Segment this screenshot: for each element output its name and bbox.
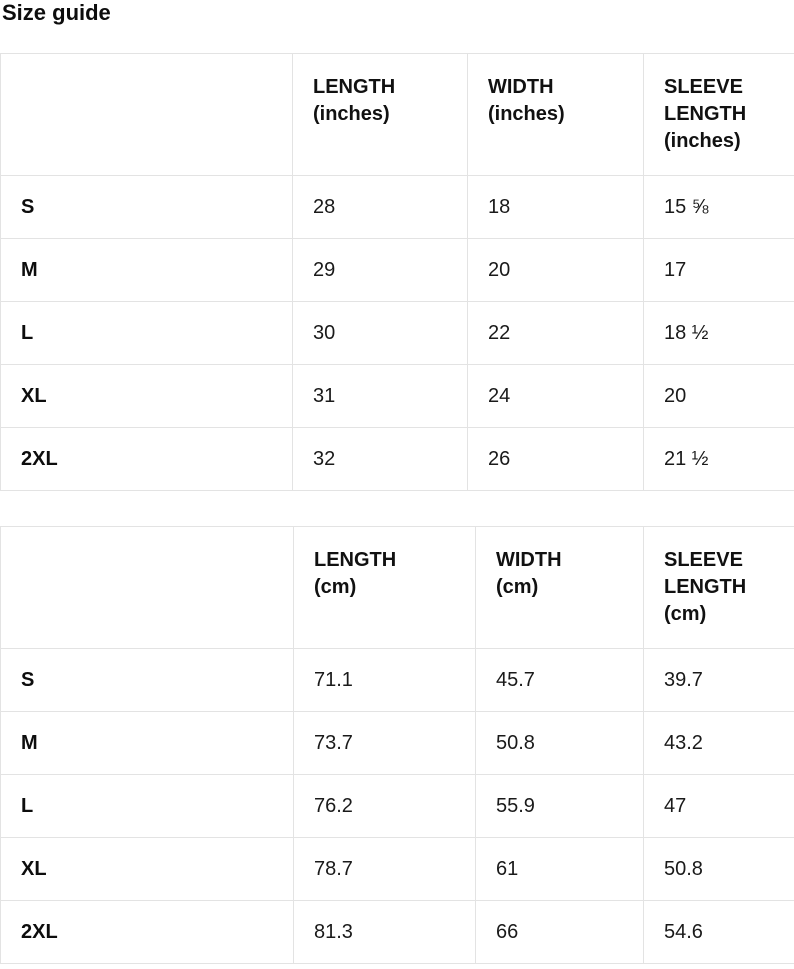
page-title: Size guide [2,0,111,25]
header-unit: (inches) [664,130,741,152]
header-unit: (cm) [314,576,357,598]
length-value: 32 [292,427,468,491]
table-row: M 29 20 17 [0,238,794,302]
width-column-header: WIDTH (cm) [475,526,644,649]
length-value: 81.3 [293,900,476,964]
size-table-inches: LENGTH (inches) WIDTH (inches) SLEEVE LE… [0,53,794,491]
sleeve-length-value: 20 [643,364,794,428]
size-label: XL [0,837,294,901]
width-value: 26 [467,427,644,491]
width-value: 20 [467,238,644,302]
table-row: 2XL 81.3 66 54.6 [0,900,794,964]
size-label: 2XL [0,427,293,491]
table-row: S 71.1 45.7 39.7 [0,648,794,712]
header-label: SLEEVE LENGTH [664,76,747,125]
length-value: 78.7 [293,837,476,901]
size-label: S [0,175,293,239]
size-label: L [0,774,294,838]
table-row: XL 78.7 61 50.8 [0,837,794,901]
size-label: XL [0,364,293,428]
table-row: 2XL 32 26 21 ½ [0,427,794,491]
length-column-header: LENGTH (cm) [293,526,476,649]
width-column-header: WIDTH (inches) [467,53,644,176]
size-table-cm: LENGTH (cm) WIDTH (cm) SLEEVE LENGTH (cm… [0,526,794,964]
table-row: M 73.7 50.8 43.2 [0,711,794,775]
table-row: L 30 22 18 ½ [0,301,794,365]
table-row: L 76.2 55.9 47 [0,774,794,838]
size-column-header [0,53,293,176]
sleeve-length-column-header: SLEEVE LENGTH (cm) [643,526,794,649]
size-label: M [0,238,293,302]
length-column-header: LENGTH (inches) [292,53,468,176]
header-label: SLEEVE LENGTH [664,549,747,598]
size-label: M [0,711,294,775]
length-value: 73.7 [293,711,476,775]
sleeve-length-value: 39.7 [643,648,794,712]
length-value: 76.2 [293,774,476,838]
table-row: S 28 18 15 ⅝ [0,175,794,239]
width-value: 24 [467,364,644,428]
header-row: LENGTH (cm) WIDTH (cm) SLEEVE LENGTH (cm… [0,526,794,649]
sleeve-length-column-header: SLEEVE LENGTH (inches) [643,53,794,176]
width-value: 61 [475,837,644,901]
sleeve-length-value: 47 [643,774,794,838]
header-label: LENGTH [313,76,396,98]
width-value: 18 [467,175,644,239]
width-value: 55.9 [475,774,644,838]
header-unit: (inches) [313,103,390,125]
sleeve-length-value: 43.2 [643,711,794,775]
width-value: 66 [475,900,644,964]
header-unit: (cm) [496,576,539,598]
length-value: 28 [292,175,468,239]
width-value: 22 [467,301,644,365]
sleeve-length-value: 54.6 [643,900,794,964]
length-value: 31 [292,364,468,428]
header-row: LENGTH (inches) WIDTH (inches) SLEEVE LE… [0,53,794,176]
sleeve-length-value: 15 ⅝ [643,175,794,239]
length-value: 30 [292,301,468,365]
header-label: WIDTH [488,76,554,98]
length-value: 29 [292,238,468,302]
header-label: WIDTH [496,549,562,571]
header-unit: (inches) [488,103,565,125]
size-label: L [0,301,293,365]
table-row: XL 31 24 20 [0,364,794,428]
sleeve-length-value: 17 [643,238,794,302]
size-label: 2XL [0,900,294,964]
width-value: 50.8 [475,711,644,775]
sleeve-length-value: 18 ½ [643,301,794,365]
size-column-header [0,526,294,649]
header-unit: (cm) [664,603,707,625]
sleeve-length-value: 21 ½ [643,427,794,491]
width-value: 45.7 [475,648,644,712]
size-label: S [0,648,294,712]
sleeve-length-value: 50.8 [643,837,794,901]
length-value: 71.1 [293,648,476,712]
header-label: LENGTH [314,549,397,571]
